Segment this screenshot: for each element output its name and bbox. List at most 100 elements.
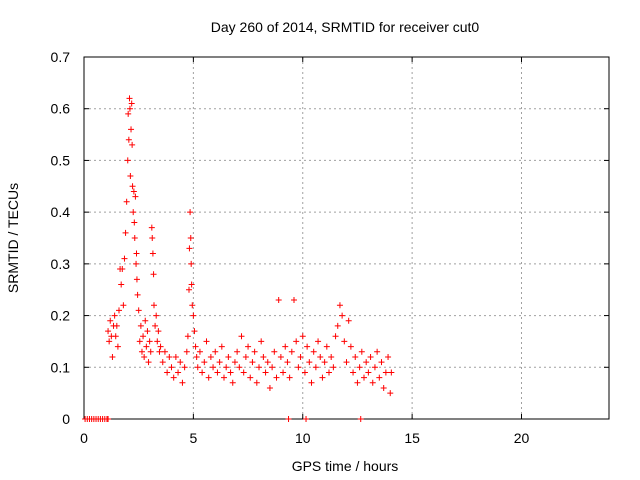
data-point	[358, 348, 365, 355]
data-point	[127, 172, 134, 179]
data-point	[130, 209, 137, 216]
data-point	[328, 353, 335, 360]
data-point	[131, 235, 138, 241]
data-point	[299, 333, 306, 340]
data-point	[319, 374, 326, 381]
x-tick-label: 20	[514, 430, 530, 446]
data-point	[303, 416, 310, 422]
data-point	[288, 348, 295, 355]
data-point	[196, 348, 203, 355]
data-point	[129, 183, 136, 190]
data-point	[286, 374, 293, 381]
data-point	[247, 374, 254, 381]
data-point	[179, 379, 186, 386]
plot-frame	[83, 56, 610, 420]
data-point	[121, 255, 128, 262]
data-point	[216, 359, 223, 366]
data-point	[112, 333, 119, 340]
data-point	[363, 359, 370, 366]
x-tick-label: 15	[404, 430, 420, 446]
data-point	[234, 348, 241, 355]
data-point	[135, 307, 142, 314]
data-point	[166, 353, 173, 360]
data-point	[190, 312, 197, 319]
data-point	[114, 343, 121, 350]
data-point	[143, 343, 150, 350]
data-point	[193, 353, 200, 360]
y-tick-label: 0.1	[51, 359, 71, 375]
data-point	[336, 302, 343, 309]
data-point	[145, 359, 152, 366]
data-point	[262, 369, 269, 376]
data-point	[330, 364, 337, 371]
data-point	[192, 343, 199, 350]
data-point	[306, 359, 313, 366]
data-point	[205, 374, 212, 381]
data-point	[291, 297, 297, 304]
data-point	[203, 338, 210, 345]
axis-ticks: 0 0.1 0.2 0.3 0.4 0.5 0.6 0.7 0 5 10 15 20	[51, 49, 609, 446]
data-point	[361, 374, 367, 381]
data-point	[188, 281, 195, 288]
data-point	[189, 302, 196, 309]
data-point	[170, 374, 177, 381]
data-point	[150, 271, 157, 278]
x-tick-label: 5	[189, 430, 197, 446]
data-point	[284, 359, 291, 366]
data-point	[367, 353, 374, 360]
data-point	[258, 338, 265, 345]
x-tick-label: 10	[295, 430, 311, 446]
data-point	[156, 348, 163, 355]
data-point	[334, 322, 341, 329]
data-point	[141, 353, 148, 360]
data-point	[273, 374, 280, 381]
data-point	[118, 281, 125, 288]
data-point	[140, 333, 147, 340]
data-point	[341, 338, 348, 345]
data-point	[260, 353, 267, 360]
data-point	[155, 328, 162, 335]
data-point	[350, 369, 357, 376]
data-point	[194, 364, 201, 371]
data-point	[111, 312, 118, 319]
data-point	[378, 359, 385, 366]
data-point	[183, 348, 190, 355]
data-point	[253, 379, 260, 386]
data-point	[343, 359, 350, 366]
data-point	[129, 141, 136, 148]
data-point	[221, 374, 227, 381]
data-point	[130, 188, 137, 195]
data-point	[187, 209, 194, 216]
data-point	[134, 291, 141, 298]
data-point	[207, 353, 214, 360]
data-point	[133, 260, 140, 267]
data-point	[142, 317, 149, 324]
data-point	[128, 100, 135, 107]
data-point	[371, 364, 378, 371]
data-point	[199, 369, 206, 376]
data-point	[245, 343, 252, 350]
data-point	[376, 374, 383, 381]
data-point	[107, 317, 114, 324]
data-point	[149, 235, 156, 241]
data-point	[354, 379, 361, 386]
data-point	[210, 364, 217, 371]
data-point	[280, 369, 287, 376]
data-point	[191, 328, 198, 335]
data-point	[227, 369, 234, 376]
data-point	[125, 110, 132, 117]
chart-title: Day 260 of 2014, SRMTID for receiver cut…	[211, 19, 480, 35]
data-point	[154, 338, 161, 345]
data-point	[128, 126, 135, 133]
data-point	[175, 369, 182, 376]
data-point	[242, 353, 249, 360]
data-point	[339, 312, 346, 319]
data-point	[310, 348, 317, 355]
data-point	[369, 379, 376, 386]
data-point	[116, 307, 122, 314]
data-point	[251, 348, 258, 355]
data-point	[282, 343, 289, 350]
data-point	[275, 297, 282, 304]
data-point	[238, 333, 245, 340]
